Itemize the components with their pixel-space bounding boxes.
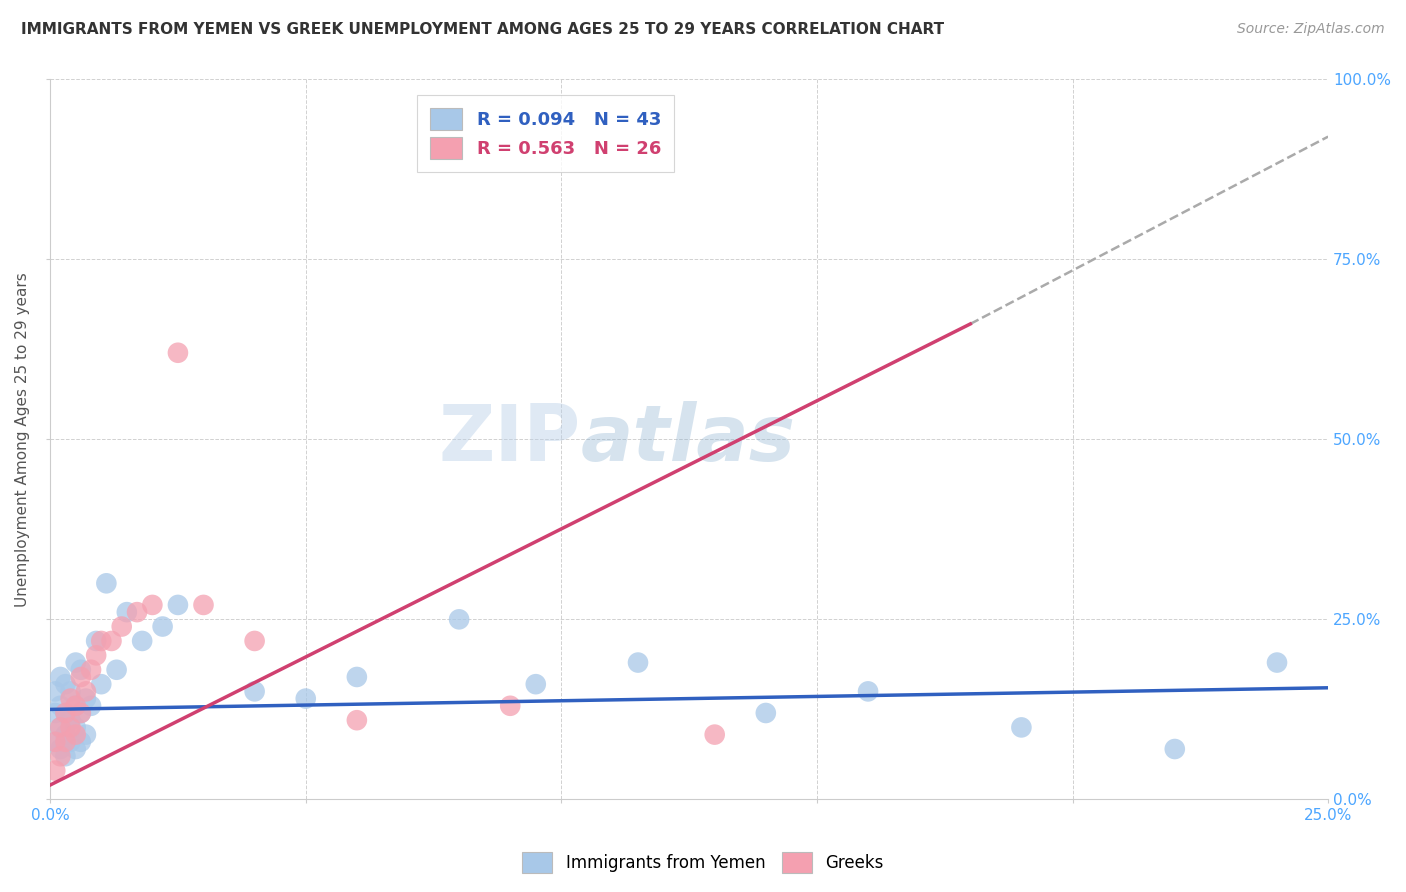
Point	[1010, 720, 1032, 734]
Point	[294, 691, 316, 706]
Point	[193, 598, 215, 612]
Text: Source: ZipAtlas.com: Source: ZipAtlas.com	[1237, 22, 1385, 37]
Point	[49, 742, 72, 756]
Legend: Immigrants from Yemen, Greeks: Immigrants from Yemen, Greeks	[516, 846, 890, 880]
Point	[1265, 656, 1288, 670]
Point	[755, 706, 778, 720]
Point	[55, 706, 77, 720]
Point	[96, 576, 118, 591]
Point	[65, 742, 87, 756]
Point	[65, 728, 87, 742]
Point	[49, 698, 72, 713]
Point	[59, 691, 82, 706]
Point	[243, 634, 266, 648]
Point	[44, 735, 66, 749]
Point	[115, 605, 138, 619]
Point	[499, 698, 522, 713]
Text: IMMIGRANTS FROM YEMEN VS GREEK UNEMPLOYMENT AMONG AGES 25 TO 29 YEARS CORRELATIO: IMMIGRANTS FROM YEMEN VS GREEK UNEMPLOYM…	[21, 22, 945, 37]
Point	[55, 735, 77, 749]
Point	[84, 648, 107, 663]
Legend: R = 0.094   N = 43, R = 0.563   N = 26: R = 0.094 N = 43, R = 0.563 N = 26	[418, 95, 673, 172]
Point	[55, 706, 77, 720]
Point	[44, 684, 66, 698]
Point	[167, 345, 190, 359]
Point	[44, 706, 66, 720]
Point	[59, 684, 82, 698]
Point	[1164, 742, 1187, 756]
Point	[69, 670, 91, 684]
Point	[90, 677, 112, 691]
Point	[59, 735, 82, 749]
Point	[80, 698, 103, 713]
Point	[49, 670, 72, 684]
Point	[243, 684, 266, 698]
Point	[449, 612, 471, 626]
Point	[111, 619, 134, 633]
Text: atlas: atlas	[581, 401, 796, 477]
Point	[59, 713, 82, 727]
Point	[55, 677, 77, 691]
Point	[152, 619, 174, 633]
Point	[75, 691, 97, 706]
Text: ZIP: ZIP	[439, 401, 581, 477]
Point	[65, 720, 87, 734]
Point	[346, 670, 368, 684]
Point	[105, 663, 128, 677]
Point	[65, 656, 87, 670]
Point	[627, 656, 650, 670]
Point	[856, 684, 879, 698]
Point	[167, 598, 190, 612]
Point	[90, 634, 112, 648]
Point	[44, 764, 66, 778]
Point	[524, 677, 547, 691]
Point	[49, 749, 72, 764]
Point	[75, 728, 97, 742]
Point	[69, 663, 91, 677]
Point	[69, 706, 91, 720]
Point	[346, 713, 368, 727]
Point	[141, 598, 163, 612]
Point	[44, 735, 66, 749]
Point	[84, 634, 107, 648]
Point	[55, 749, 77, 764]
Point	[75, 684, 97, 698]
Point	[69, 706, 91, 720]
Point	[49, 720, 72, 734]
Point	[69, 735, 91, 749]
Point	[55, 728, 77, 742]
Point	[80, 663, 103, 677]
Point	[100, 634, 122, 648]
Point	[65, 698, 87, 713]
Point	[125, 605, 148, 619]
Point	[65, 698, 87, 713]
Point	[703, 728, 725, 742]
Point	[131, 634, 153, 648]
Point	[49, 720, 72, 734]
Y-axis label: Unemployment Among Ages 25 to 29 years: Unemployment Among Ages 25 to 29 years	[15, 272, 30, 607]
Point	[59, 720, 82, 734]
